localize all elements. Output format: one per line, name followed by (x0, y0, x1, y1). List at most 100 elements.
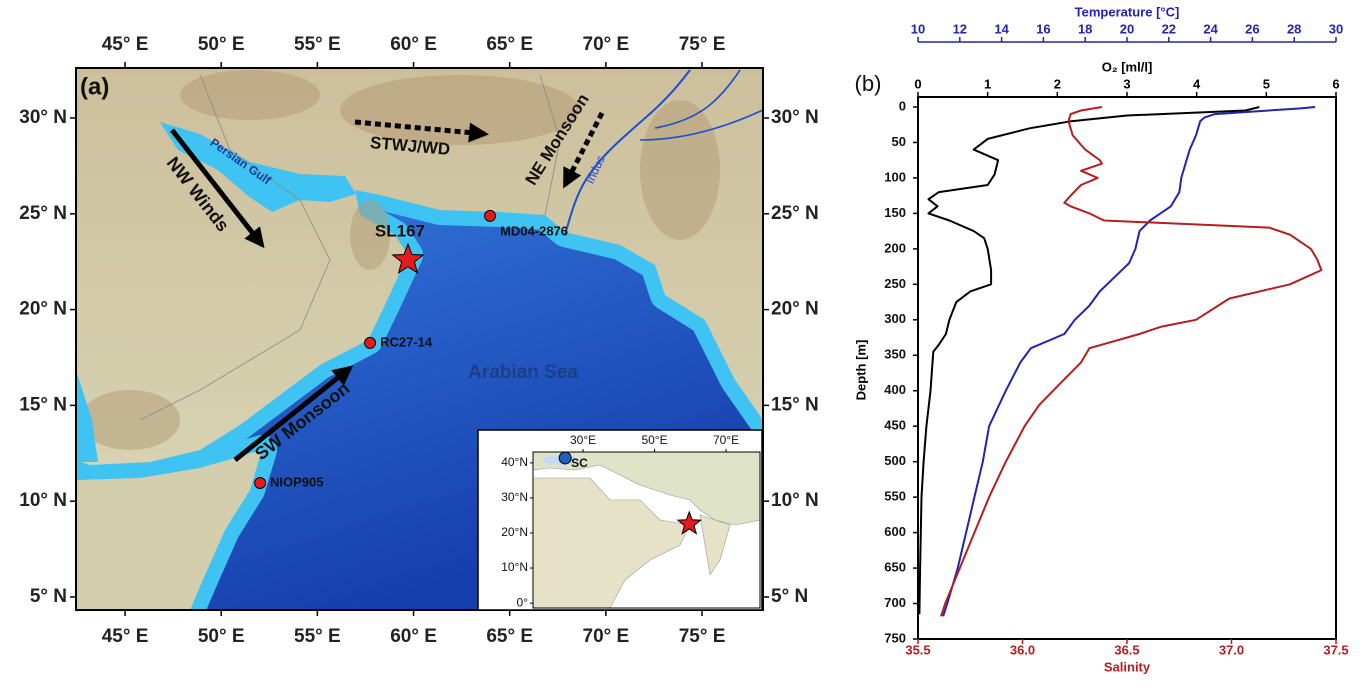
x-tick-label: 14 (994, 21, 1009, 36)
y-tick-label: 25° N (19, 203, 67, 224)
x-axis-title: Salinity (1104, 659, 1151, 674)
inset-land (532, 451, 761, 526)
x-tick-label: 22 (1162, 21, 1176, 36)
x-tick-label: 60° E (390, 626, 437, 647)
site-label: RC27-14 (380, 334, 433, 349)
y-tick-label: 350 (884, 347, 906, 362)
inset-y-tick-label: 0° (517, 595, 529, 609)
panel-label: (b) (855, 71, 882, 96)
x-tick-label: 0 (914, 76, 921, 91)
y-tick-label: 500 (884, 453, 906, 468)
x-tick-label: 28 (1287, 21, 1301, 36)
persian-gulf-water (160, 122, 356, 212)
y-tick-label: 30° N (771, 107, 819, 128)
x-tick-label: 2 (1054, 76, 1061, 91)
site-marker (254, 476, 267, 489)
wind-arrow (562, 111, 605, 189)
y-tick-label: 0 (899, 98, 906, 113)
relief (350, 200, 390, 270)
x-tick-label: 12 (953, 21, 967, 36)
y-tick-label: 10° N (19, 490, 67, 511)
y-tick-label: 450 (884, 418, 906, 433)
inset-x-tick-label: 30°E (570, 433, 596, 447)
wind-arrow (170, 128, 265, 249)
site-label: NIOP905 (270, 474, 323, 489)
y-tick-label: 15° N (19, 394, 67, 415)
x-tick-label: 4 (1193, 76, 1201, 91)
map-frame (75, 67, 764, 611)
y-tick-label: 30° N (19, 107, 67, 128)
river (639, 109, 763, 141)
profile-line (918, 106, 1260, 615)
x-tick-label: 60° E (390, 34, 437, 55)
x-tick-label: 6 (1332, 76, 1339, 91)
x-tick-label: 16 (1036, 21, 1050, 36)
inset-map (532, 451, 761, 609)
x-tick-label: 36.0 (1010, 642, 1035, 657)
inset-x-tick-label: 70°E (713, 433, 739, 447)
y-tick-label: 150 (884, 205, 906, 220)
land (76, 450, 262, 610)
x-tick-label: 65° E (486, 34, 533, 55)
x-tick-label: 55° E (294, 626, 341, 647)
y-tick-label: 650 (884, 560, 906, 575)
y-tick-label: 400 (884, 382, 906, 397)
y-tick-label: 700 (884, 595, 906, 610)
inset-x-tick-label: 50°E (641, 433, 667, 447)
inset-land (699, 514, 731, 576)
x-tick-label: 1 (984, 76, 991, 91)
y-tick-label: 600 (884, 524, 906, 539)
relief (80, 390, 180, 450)
river (654, 69, 741, 129)
x-tick-label: 75° E (679, 626, 726, 647)
inset-y-tick-label: 20°N (501, 525, 528, 539)
river (564, 69, 691, 236)
y-axis-title: Depth [m] (853, 340, 868, 401)
x-axis-title: Temperature [°C] (1075, 4, 1180, 19)
x-tick-label: 36.5 (1114, 642, 1139, 657)
x-tick-label: 45° E (102, 626, 149, 647)
panel-label: (a) (80, 73, 109, 100)
x-tick-label: 30 (1329, 21, 1343, 36)
site-marker (484, 209, 497, 222)
x-tick-label: 26 (1245, 21, 1259, 36)
site-marker (391, 242, 425, 275)
border (139, 74, 331, 421)
y-tick-label: 20° N (19, 299, 67, 320)
x-tick-label: 5 (1263, 76, 1270, 91)
x-tick-label: 3 (1123, 76, 1130, 91)
profile-line (940, 106, 1323, 617)
plot-frame (917, 96, 1337, 640)
x-tick-label: 24 (1203, 21, 1218, 36)
x-tick-label: 18 (1078, 21, 1092, 36)
wind-arrow (354, 119, 489, 143)
place-name: Arabian Sea (468, 362, 578, 383)
map-background (76, 68, 763, 610)
x-tick-label: 55° E (294, 34, 341, 55)
x-tick-label: 65° E (486, 626, 533, 647)
x-tick-label: 37.5 (1323, 642, 1348, 657)
wind-arrow (233, 365, 354, 462)
site-marker (364, 336, 377, 349)
x-axis-title: O₂ [ml/l] (1102, 59, 1153, 74)
x-tick-label: 20 (1120, 21, 1134, 36)
inset-y-tick-label: 40°N (501, 455, 528, 469)
profile-line (942, 106, 1316, 617)
x-tick-label: 10 (911, 21, 925, 36)
x-tick-label: 75° E (679, 34, 726, 55)
relief (180, 70, 320, 120)
inset-site-label: SC (571, 456, 588, 470)
y-tick-label: 5° N (771, 586, 808, 607)
y-tick-label: 10° N (771, 490, 819, 511)
border (539, 74, 561, 216)
y-tick-label: 5° N (30, 586, 67, 607)
x-tick-label: 35.5 (905, 642, 930, 657)
y-tick-label: 300 (884, 311, 906, 326)
y-tick-label: 250 (884, 276, 906, 291)
x-tick-label: 70° E (583, 34, 630, 55)
x-tick-label: 50° E (198, 34, 245, 55)
inset-y-tick-label: 10°N (501, 560, 528, 574)
y-tick-label: 750 (884, 630, 906, 645)
x-tick-label: 37.0 (1219, 642, 1244, 657)
